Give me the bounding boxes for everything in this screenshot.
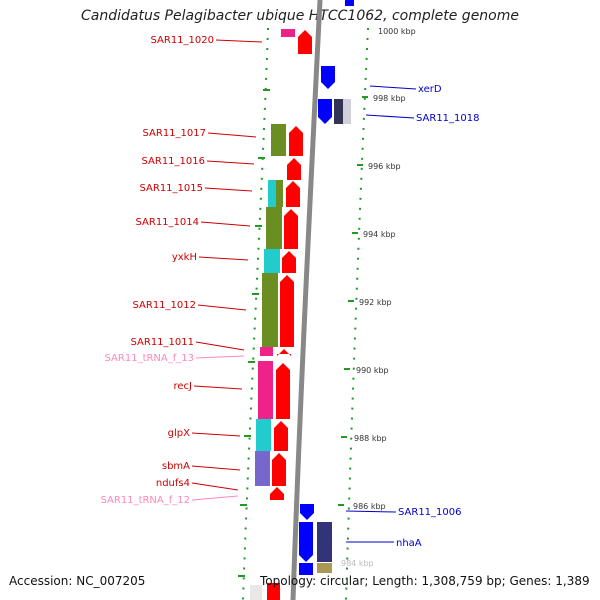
label-leader: [200, 221, 251, 227]
gene-label: SAR11_1012: [133, 300, 197, 311]
scale-label: 998 kbp: [373, 94, 406, 103]
label-leader: [191, 465, 241, 471]
right-labels: xerD SAR11_1018 SAR11_1006 nhaA: [345, 84, 480, 549]
genome-summary-text: Topology: circular; Length: 1,308,759 bp…: [260, 574, 590, 588]
gene-label: ndufs4: [156, 478, 190, 489]
scale-label-bg: [370, 22, 422, 36]
gene-block: [317, 563, 332, 573]
gene-arrow: [270, 487, 284, 500]
gene-block: [267, 583, 280, 600]
scale-label: 1000 kbp: [378, 27, 416, 36]
gene-arrow: [299, 522, 313, 562]
gene-label: xerD: [418, 84, 442, 95]
gene-label: SAR11_1014: [136, 217, 200, 228]
label-leader: [365, 114, 415, 119]
scale-label: 996 kbp: [368, 162, 401, 171]
scale-label: 988 kbp: [354, 434, 387, 443]
genome-backbone: [290, 0, 323, 600]
trna-label: SAR11_tRNA_f_13: [105, 353, 194, 364]
gene-block: [299, 563, 313, 575]
cog-block: [256, 419, 271, 451]
label-leader: [193, 385, 243, 390]
cog-block: [276, 180, 283, 207]
label-leader: [195, 341, 245, 351]
scale-label: 994 kbp: [363, 230, 396, 239]
gene-label: SAR11_1020: [151, 35, 215, 46]
gene-arrow: [274, 421, 288, 451]
gene-label: nhaA: [396, 538, 422, 549]
left-ticks: [238, 89, 270, 577]
label-leader: [207, 132, 257, 138]
cog-block: [271, 124, 286, 156]
scale-label: 984 kbp: [341, 559, 374, 568]
label-leader: [369, 85, 417, 90]
gene-block: [345, 0, 354, 6]
gene-label: sbmA: [162, 461, 190, 472]
label-leader: [191, 432, 241, 437]
gene-arrow: [300, 504, 314, 520]
cog-block: [264, 249, 280, 273]
gene-label: SAR11_1011: [131, 337, 195, 348]
gene-block: [317, 522, 332, 562]
label-leader: [215, 39, 263, 43]
gene-label: SAR11_1018: [416, 113, 480, 124]
cog-band: [250, 29, 295, 600]
left-labels: SAR11_1020 SAR11_1017 SAR11_1016 SAR11_1…: [101, 35, 263, 506]
label-leader: [345, 510, 397, 513]
gene-arrow: [287, 158, 301, 180]
gene-block: [334, 99, 343, 124]
trna-label: SAR11_tRNA_f_12: [101, 495, 190, 506]
red-gene-track: [267, 30, 312, 600]
gene-arrow: [272, 453, 286, 486]
gene-label: SAR11_1016: [142, 156, 206, 167]
gene-arrow: [298, 30, 312, 54]
gene-block: [343, 99, 351, 124]
label-leader: [191, 495, 239, 501]
label-leader: [198, 256, 249, 261]
gene-label: SAR11_1015: [140, 183, 204, 194]
gene-arrow: [276, 363, 290, 419]
cog-block: [258, 361, 273, 419]
blue-gene-track: [299, 0, 354, 575]
gene-label: SAR11_1017: [143, 128, 207, 139]
label-leader: [197, 304, 247, 311]
label-leader: [206, 160, 255, 165]
cog-block: [250, 585, 262, 600]
cog-block: [266, 207, 282, 249]
gene-label: SAR11_1006: [398, 507, 462, 518]
gene-arrow: [277, 349, 291, 356]
gene-label: recJ: [174, 381, 193, 392]
cog-block: [255, 451, 270, 486]
cog-block: [262, 273, 278, 347]
gene-arrow: [321, 66, 335, 89]
cog-block: [268, 180, 276, 207]
gene-label: yxkH: [172, 252, 197, 263]
gene-label: glpX: [168, 428, 190, 439]
gene-arrow: [282, 251, 296, 273]
cog-block: [281, 29, 295, 37]
accession-text: Accession: NC_007205: [9, 574, 146, 588]
gene-arrow: [318, 99, 332, 124]
scale-ticks: 1000 kbp 998 kbp 996 kbp 994 kbp 992 kbp…: [338, 22, 422, 568]
scale-label: 992 kbp: [359, 298, 392, 307]
gene-arrow: [286, 181, 300, 207]
scale-label: 986 kbp: [353, 502, 386, 511]
label-leader: [195, 355, 245, 359]
label-leader: [204, 187, 253, 192]
label-leader: [191, 482, 239, 491]
cog-block: [260, 347, 273, 356]
map-title: Candidatus Pelagibacter ubique HTCC1062,…: [80, 8, 519, 24]
gene-arrow: [284, 209, 298, 249]
gene-arrow: [289, 126, 303, 156]
scale-label: 990 kbp: [356, 366, 389, 375]
gene-arrow: [280, 275, 294, 347]
